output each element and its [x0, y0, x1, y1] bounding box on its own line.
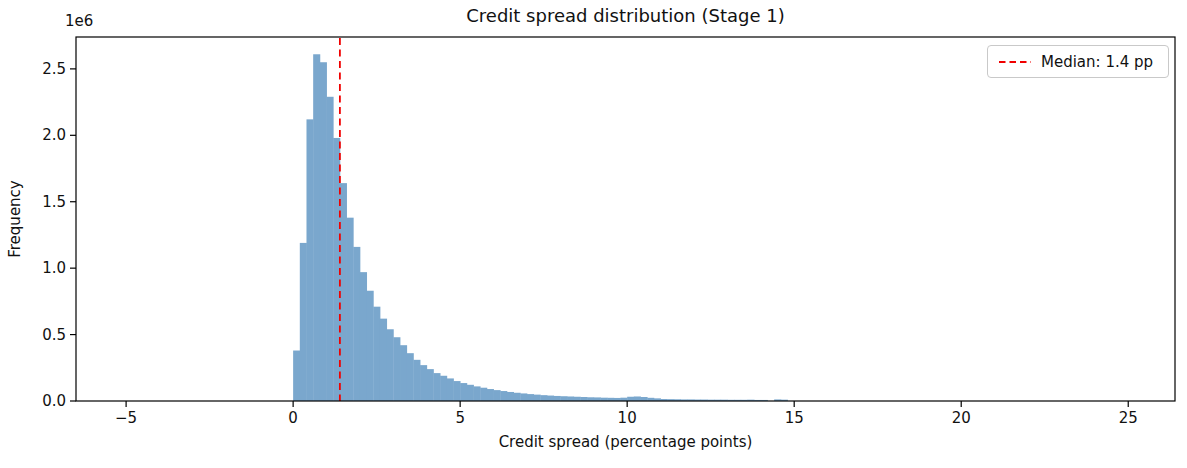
histogram-bar [627, 397, 634, 401]
histogram-bar [500, 391, 507, 401]
histogram-bar [514, 393, 521, 401]
y-tick-label: 0.0 [42, 392, 66, 410]
histogram-bar [327, 97, 334, 401]
histogram-bar [440, 376, 447, 401]
histogram-bar [540, 395, 547, 401]
histogram-bar [427, 369, 434, 401]
histogram-bar [507, 392, 514, 401]
histogram-bar [447, 378, 454, 401]
y-tick-label: 1.5 [42, 193, 66, 211]
histogram-bar [360, 272, 367, 401]
histogram-bar [474, 386, 481, 401]
median-line-legend-sample [998, 60, 1032, 64]
histogram-bar [534, 395, 541, 401]
x-tick-label: −5 [115, 409, 137, 427]
x-tick-label: 20 [952, 409, 971, 427]
histogram-bar [387, 329, 394, 401]
legend-label: Median: 1.4 pp [1041, 53, 1153, 71]
histogram-bar [554, 396, 561, 401]
histogram-bar [487, 389, 494, 401]
histogram-bar [380, 319, 387, 401]
histogram-bar [306, 119, 313, 401]
x-tick-label: 10 [618, 409, 637, 427]
y-tick-label: 2.5 [42, 60, 66, 78]
histogram-bar [467, 385, 474, 401]
histogram-bar [520, 393, 527, 401]
histogram-bar [460, 383, 467, 401]
y-axis-label: Frequency [6, 180, 24, 258]
histogram-bar [413, 360, 420, 401]
histogram-bar [567, 396, 574, 401]
histogram-bar [320, 62, 327, 401]
histogram-bar [453, 381, 460, 401]
figure: −5 0 5 10 15 20 25 0.0 0.5 1.0 1.5 2.0 2.5 Credit sp… [0, 0, 1187, 468]
x-axis-label: Credit spread (percentage points) [76, 433, 1175, 451]
axes-spines [76, 37, 1175, 401]
histogram-bar [367, 291, 374, 401]
histogram-bar [420, 365, 427, 401]
x-tick-label: 0 [288, 409, 298, 427]
histogram-bar [547, 396, 554, 401]
histogram-bar [433, 373, 440, 401]
histogram-bar [353, 247, 360, 401]
histogram-bar [393, 337, 400, 401]
histogram-bar [560, 396, 567, 401]
histogram-bar [340, 183, 347, 401]
histogram-bar [400, 345, 407, 401]
histogram-bar [347, 218, 354, 401]
histogram-bar [313, 54, 320, 401]
y-axis-offset-label: 1e6 [65, 12, 93, 30]
histogram-bar [293, 351, 300, 401]
histogram-bar [574, 397, 581, 401]
histogram-bar [373, 307, 380, 401]
y-tick-label: 0.5 [42, 326, 66, 344]
histogram-bar [407, 353, 414, 401]
x-tick-label: 15 [785, 409, 804, 427]
x-tick-label: 25 [1119, 409, 1138, 427]
y-tick-label: 1.0 [42, 259, 66, 277]
x-tick-label: 5 [455, 409, 465, 427]
histogram-bar [480, 388, 487, 401]
chart-title: Credit spread distribution (Stage 1) [76, 5, 1175, 26]
histogram-bar [634, 396, 641, 401]
legend: Median: 1.4 pp [987, 45, 1169, 78]
histogram-bar [494, 390, 501, 401]
y-tick-label: 2.0 [42, 126, 66, 144]
histogram-bar [527, 394, 534, 401]
histogram-bar [300, 243, 307, 401]
